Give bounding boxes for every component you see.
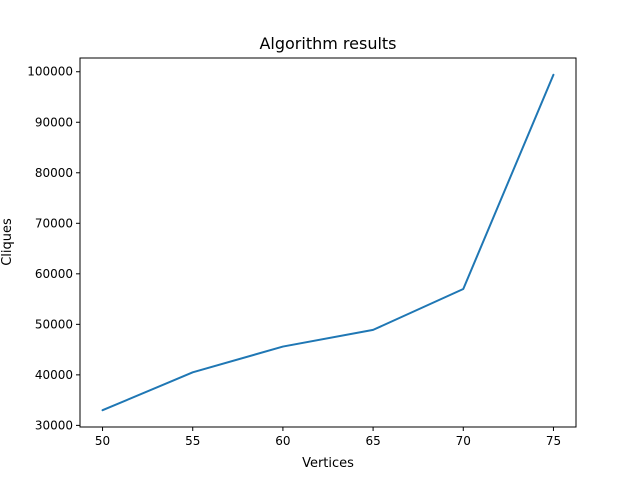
x-tick-label: 50 bbox=[95, 434, 110, 448]
y-tick-label: 30000 bbox=[35, 418, 73, 432]
x-axis-label: Vertices bbox=[302, 456, 354, 471]
axes-frame bbox=[79, 57, 577, 428]
x-tick-label: 75 bbox=[546, 434, 561, 448]
y-tick-label: 50000 bbox=[35, 317, 73, 331]
y-tick-label: 70000 bbox=[35, 216, 73, 230]
x-tick-label: 65 bbox=[365, 434, 380, 448]
y-tick-label: 100000 bbox=[27, 65, 73, 79]
x-tick-label: 60 bbox=[275, 434, 290, 448]
chart-title: Algorithm results bbox=[259, 34, 396, 53]
x-tick-label: 70 bbox=[456, 434, 471, 448]
y-tick-label: 80000 bbox=[35, 166, 73, 180]
y-tick-label: 40000 bbox=[35, 368, 73, 382]
y-tick-label: 90000 bbox=[35, 115, 73, 129]
series-line bbox=[101, 73, 555, 412]
y-axis-label: Cliques bbox=[0, 218, 15, 266]
x-tick-label: 55 bbox=[185, 434, 200, 448]
plot-area: 50 55 60 65 70 75 30000 40000 50000 60000 70000 800… bbox=[27, 65, 561, 448]
y-tick-label: 60000 bbox=[35, 267, 73, 281]
